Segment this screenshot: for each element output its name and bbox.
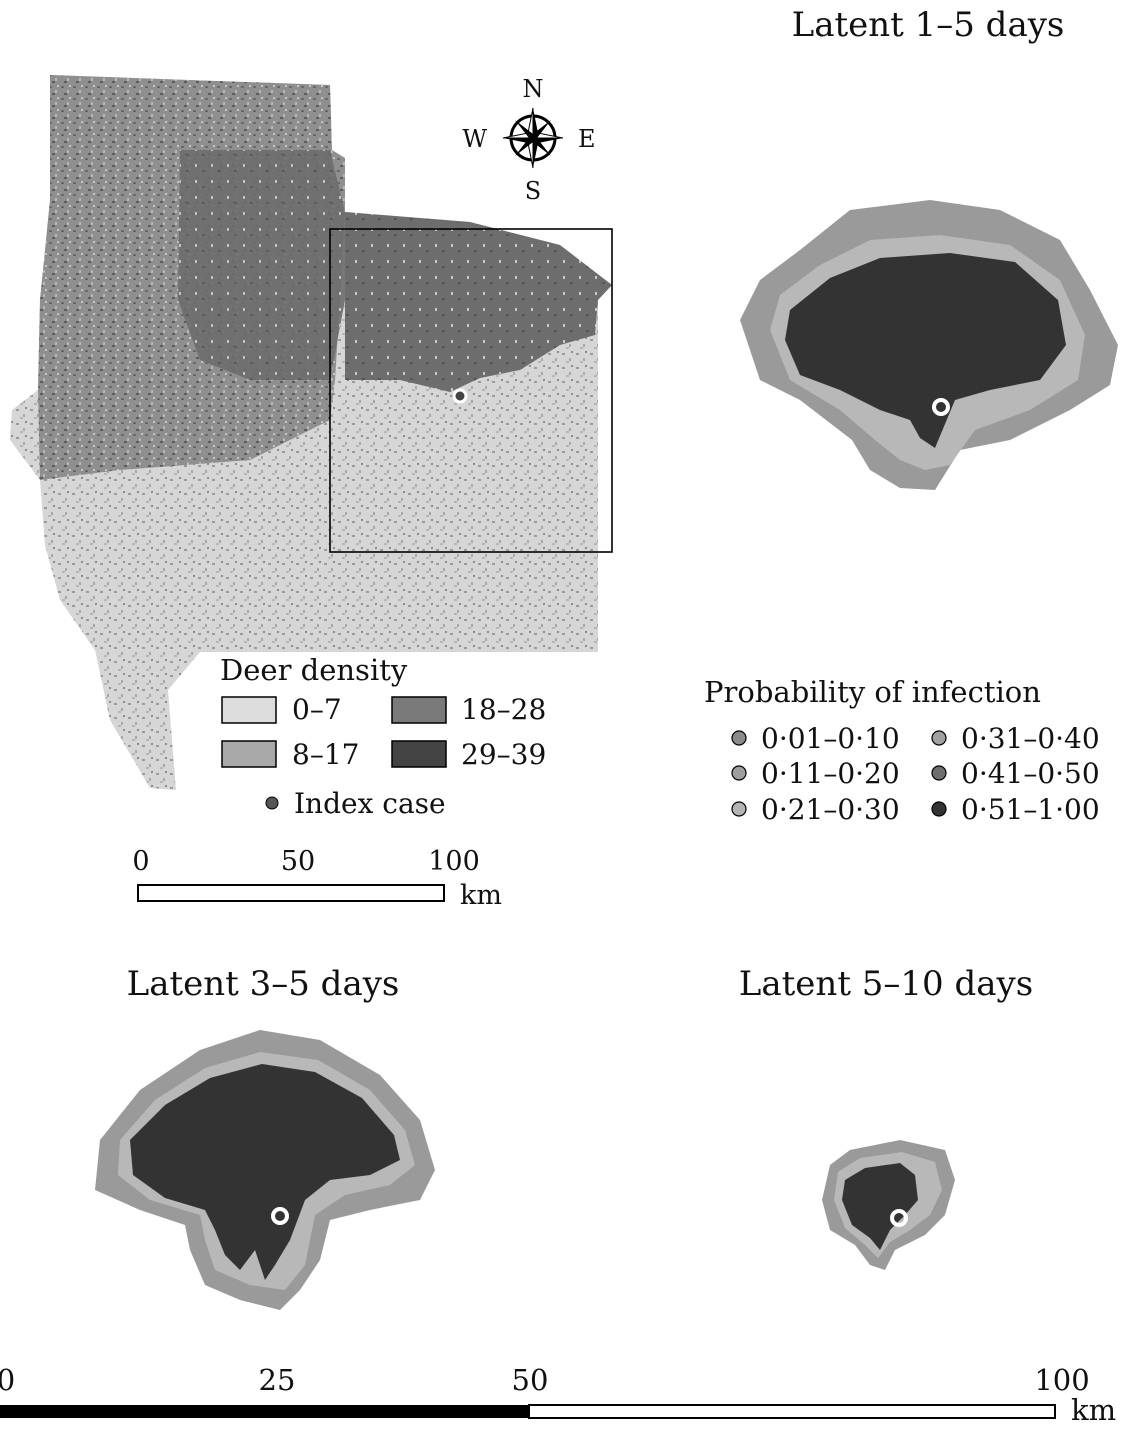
index-case-marker <box>452 388 468 404</box>
infection-zone-core <box>785 253 1066 448</box>
bottom-scale-label-3: 100 <box>1034 1363 1089 1397</box>
deer-legend-background <box>210 652 555 822</box>
inset-frame <box>329 228 613 553</box>
deer-legend-swatch-1 <box>221 740 277 768</box>
deer-legend-label-2: 18–28 <box>461 693 546 726</box>
infection-legend-dot-3 <box>931 730 947 746</box>
panel-latent-3-5-map <box>95 1030 435 1310</box>
infection-zone-core <box>130 1064 400 1280</box>
deer-density-legend: Deer density 0–7 8–17 18–28 29–39 Index … <box>210 652 555 822</box>
deer-density-map <box>10 75 613 790</box>
compass-north-label: N <box>523 75 544 103</box>
infection-legend-dot-0 <box>731 730 747 746</box>
index-case-legend-label: Index case <box>294 787 446 820</box>
deer-legend-label-1: 8–17 <box>292 738 359 771</box>
infection-legend-dot-1 <box>731 765 747 781</box>
main-scale-label-2: 100 <box>428 846 480 877</box>
panel-latent-5-10-map <box>822 1140 955 1270</box>
deer-legend-title: Deer density <box>220 653 408 687</box>
panel-latent-1-5-map <box>740 200 1118 490</box>
infection-probability-legend: Probability of infection 0·01–0·10 0·11–… <box>704 675 1100 826</box>
main-scale-label-1: 50 <box>281 846 315 877</box>
panel-title-latent-1-5: Latent 1–5 days <box>792 5 1065 45</box>
map-region-high-density <box>178 150 345 380</box>
infection-legend-dot-4 <box>931 765 947 781</box>
infection-legend-label-5: 0·51–1·00 <box>961 793 1100 826</box>
infection-legend-label-0: 0·01–0·10 <box>761 722 900 755</box>
infection-zone-core <box>842 1163 918 1250</box>
main-scale-label-0: 0 <box>132 846 149 877</box>
compass-west-label: W <box>462 125 487 153</box>
panel-latent-5-10-index-case <box>890 1209 908 1227</box>
infection-legend-label-4: 0·41–0·50 <box>961 757 1100 790</box>
bottom-scale-label-0: 0 <box>0 1363 15 1397</box>
panel-latent-1-5-index-case <box>932 398 950 416</box>
infection-legend-dot-2 <box>731 801 747 817</box>
index-case-legend-icon <box>265 796 279 810</box>
infection-legend-title: Probability of infection <box>704 675 1041 709</box>
panel-title-latent-3-5: Latent 3–5 days <box>127 964 400 1004</box>
panel-title-latent-5-10: Latent 5–10 days <box>739 964 1033 1004</box>
infection-legend-label-3: 0·31–0·40 <box>961 722 1100 755</box>
infection-legend-dot-5 <box>931 801 947 817</box>
deer-legend-swatch-0 <box>221 696 277 724</box>
map-region-inset-dark <box>345 212 612 392</box>
deer-legend-label-0: 0–7 <box>292 693 342 726</box>
main-scale-bar: 0 50 100 km <box>132 846 502 911</box>
compass-star-icon <box>502 107 564 169</box>
main-scale-bar-rect <box>137 884 445 902</box>
bottom-scale-white-segment <box>528 1404 1056 1419</box>
deer-legend-swatch-3 <box>391 740 447 768</box>
bottom-scale-unit: km <box>1071 1393 1116 1427</box>
infection-legend-label-1: 0·11–0·20 <box>761 757 900 790</box>
bottom-scale-label-2: 50 <box>512 1363 549 1397</box>
main-scale-unit: km <box>460 880 502 911</box>
compass-rose: N S E W <box>462 75 595 205</box>
bottom-scale-label-1: 25 <box>259 1363 296 1397</box>
bottom-scale-bar: 0 25 50 100 km <box>0 1363 1116 1427</box>
infection-legend-label-2: 0·21–0·30 <box>761 793 900 826</box>
compass-east-label: E <box>578 125 596 153</box>
deer-legend-swatch-2 <box>391 696 447 724</box>
deer-legend-label-3: 29–39 <box>461 738 546 771</box>
bottom-scale-black-segment <box>0 1405 529 1418</box>
compass-south-label: S <box>525 177 541 205</box>
panel-latent-3-5-index-case <box>271 1207 289 1225</box>
